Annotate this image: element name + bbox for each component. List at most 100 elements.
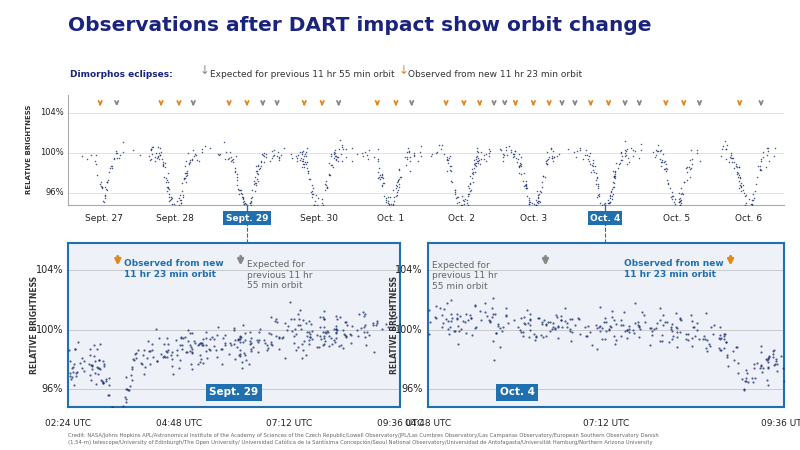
Point	[746, 201, 758, 208]
Point	[335, 158, 348, 165]
Point	[100, 185, 113, 193]
Point	[656, 332, 669, 339]
Point	[762, 144, 774, 151]
Point	[110, 148, 122, 155]
Point	[481, 312, 494, 319]
Point	[96, 183, 109, 190]
Point	[297, 160, 310, 167]
Point	[233, 186, 246, 193]
Point	[146, 353, 159, 360]
Point	[658, 318, 671, 325]
Point	[680, 164, 693, 171]
Point	[770, 361, 783, 368]
Point	[448, 187, 461, 194]
Point	[174, 341, 186, 348]
Point	[161, 183, 174, 190]
Point	[170, 207, 182, 214]
Point	[592, 183, 605, 190]
Point	[674, 202, 686, 209]
Point	[450, 315, 463, 322]
Point	[497, 157, 510, 164]
Point	[166, 356, 178, 363]
Point	[592, 323, 605, 330]
Text: ↓: ↓	[200, 64, 210, 77]
Point	[186, 156, 198, 163]
Point	[665, 321, 678, 328]
Point	[384, 209, 397, 216]
Point	[494, 146, 507, 153]
Point	[606, 195, 618, 203]
Point	[408, 149, 421, 157]
Point	[300, 319, 313, 326]
Point	[85, 361, 98, 368]
Point	[291, 344, 304, 351]
Point	[607, 190, 620, 198]
Text: 09:36 UTC: 09:36 UTC	[377, 419, 423, 428]
Point	[314, 209, 326, 216]
Point	[521, 192, 534, 199]
Point	[654, 158, 667, 165]
Point	[558, 317, 571, 324]
Point	[444, 166, 457, 173]
Point	[315, 212, 328, 219]
Point	[234, 346, 246, 354]
Point	[63, 357, 76, 364]
Point	[111, 448, 124, 450]
Point	[582, 322, 594, 329]
Point	[479, 151, 492, 158]
Point	[533, 190, 546, 198]
Point	[65, 375, 78, 382]
Point	[513, 163, 526, 171]
Point	[459, 209, 472, 216]
Point	[760, 163, 773, 170]
Point	[319, 181, 332, 188]
Point	[204, 336, 217, 343]
Point	[730, 171, 743, 178]
Point	[519, 180, 532, 188]
Point	[159, 178, 172, 185]
Point	[615, 316, 628, 324]
Point	[603, 208, 616, 215]
Point	[318, 315, 331, 323]
Point	[526, 213, 538, 220]
Point	[469, 160, 482, 167]
Point	[252, 171, 265, 178]
Point	[114, 152, 126, 159]
Point	[670, 309, 682, 316]
Point	[199, 341, 212, 348]
Point	[100, 378, 113, 385]
Point	[457, 210, 470, 217]
Point	[679, 336, 692, 343]
Point	[223, 339, 236, 346]
Point	[719, 338, 732, 345]
Point	[250, 182, 262, 189]
Point	[465, 170, 478, 177]
Point	[629, 148, 642, 155]
Point	[750, 173, 763, 180]
Point	[254, 163, 267, 170]
Point	[478, 151, 491, 158]
Point	[674, 198, 686, 205]
Point	[346, 144, 358, 151]
Point	[172, 195, 185, 202]
Point	[378, 192, 390, 199]
Point	[336, 143, 349, 150]
Point	[260, 151, 273, 158]
Point	[390, 181, 402, 189]
Point	[226, 159, 239, 166]
Point	[398, 154, 411, 161]
Point	[174, 196, 187, 203]
Point	[676, 191, 689, 198]
Point	[474, 155, 487, 162]
Point	[175, 187, 188, 194]
Point	[606, 308, 618, 315]
Point	[254, 157, 267, 164]
Point	[362, 146, 375, 153]
Point	[100, 375, 113, 382]
Point	[149, 158, 162, 165]
Point	[761, 376, 774, 383]
Point	[566, 315, 578, 322]
Point	[519, 184, 532, 191]
Point	[590, 175, 603, 182]
Point	[470, 153, 483, 160]
